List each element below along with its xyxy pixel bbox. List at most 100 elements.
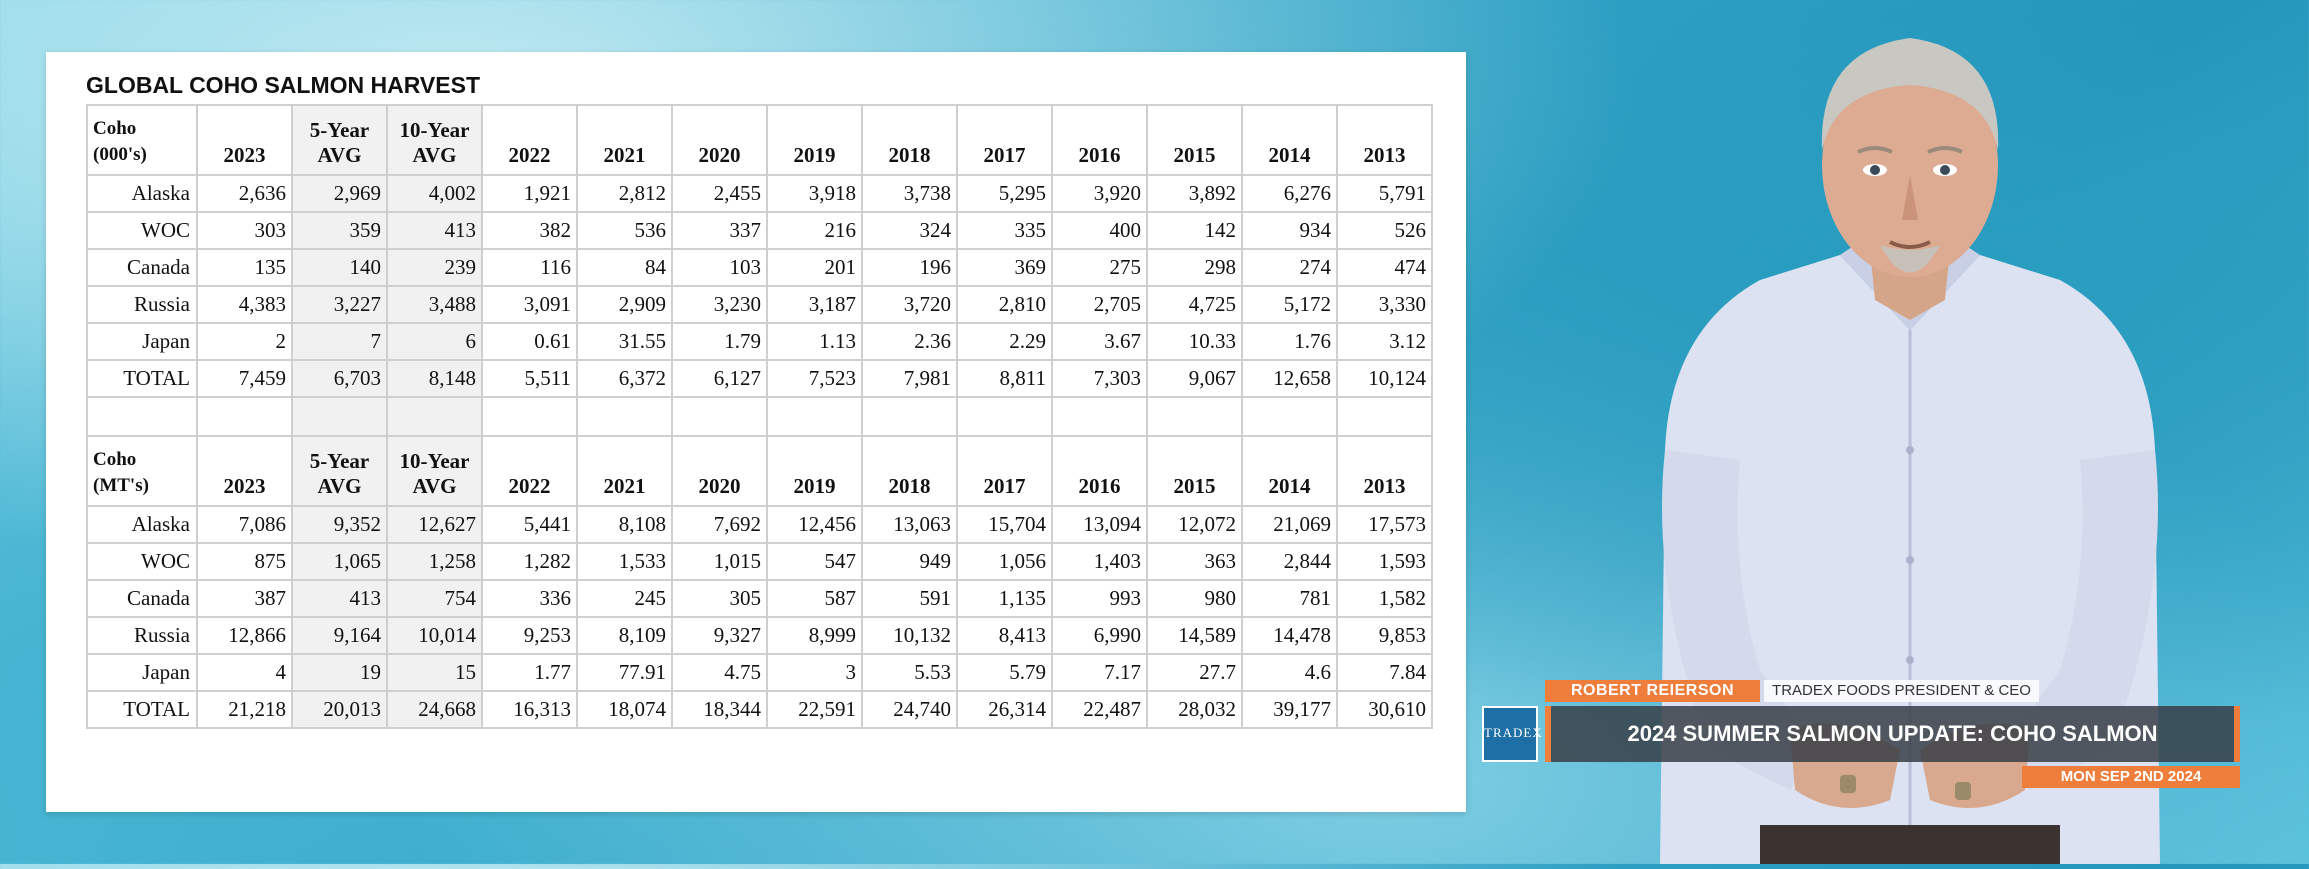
table-cell: 3.67 [1051,322,1148,361]
table-cell: 4.6 [1241,653,1338,692]
table-cell: 24,740 [861,690,958,729]
logo-text: TRADEX [1484,725,1543,740]
harvest-table-panel: GLOBAL COHO SALMON HARVEST Coho (000's) 20… [46,52,1466,812]
table-row: TOTAL 21,218 20,013 24,668 16,313 18,074 18,34… [86,690,1433,729]
column-header-line2: 2018 [888,143,931,167]
table-cell: 103 [671,248,768,287]
column-header-line2: 2017 [983,143,1026,167]
table-cell: 19 [291,653,388,692]
table-cell: 14,478 [1241,616,1338,655]
table-cell: 239 [386,248,483,287]
table-cell: 5,511 [481,359,578,398]
table-cell: 9,067 [1146,359,1243,398]
table-cell: 27.7 [1146,653,1243,692]
column-header: 2015 [1146,435,1243,507]
column-header-line2: 2016 [1078,143,1121,167]
table-cell: 12,627 [386,505,483,544]
column-header-line2: 2023 [223,143,266,167]
column-header-line2: 2014 [1268,474,1311,498]
column-header: 2015 [1146,104,1243,176]
table-row: Canada 387 413 754 336 245 305 587 591 1,135 993 98… [86,579,1433,618]
table-cell: 3,227 [291,285,388,324]
table-cell: 2.36 [861,322,958,361]
coho-harvest-table: Coho (000's) 2023 5-Year AVG 10-Year AVG 2022 20… [86,104,1433,729]
spacer-cell [1051,396,1148,437]
column-header-line2: 2017 [983,474,1026,498]
table-cell: 2,705 [1051,285,1148,324]
column-header: 2016 [1051,435,1148,507]
table-cell: 2,810 [956,285,1053,324]
table-cell: 9,253 [481,616,578,655]
table-cell: 4,725 [1146,285,1243,324]
spacer-cell [386,396,483,437]
table-cell: 10.33 [1146,322,1243,361]
table-cell: 10,132 [861,616,958,655]
table-cell: 7,086 [196,505,293,544]
table-cell: 10,014 [386,616,483,655]
table-cell: 3,488 [386,285,483,324]
table-cell: 28,032 [1146,690,1243,729]
table-cell: 6 [386,322,483,361]
spacer-row [86,396,1433,437]
table-cell: 142 [1146,211,1243,250]
presenter-role: TRADEX FOODS PRESIDENT & CEO [1764,680,2039,702]
table-cell: 24,668 [386,690,483,729]
table-cell: 5.53 [861,653,958,692]
column-header: 10-Year AVG [386,104,483,176]
table-cell: 6,127 [671,359,768,398]
column-header: 2018 [861,435,958,507]
table-cell: 3,091 [481,285,578,324]
table-cell: 20,013 [291,690,388,729]
spacer-cell [1336,396,1433,437]
table-cell: 1,258 [386,542,483,581]
table-cell: 7,303 [1051,359,1148,398]
column-header-line2: 2020 [698,143,741,167]
row-label: WOC [86,211,198,250]
column-header-line2: AVG [317,474,362,498]
table-cell: 1,593 [1336,542,1433,581]
table-cell: 993 [1051,579,1148,618]
unit-header: Coho (000's) [86,104,198,176]
column-header: 2020 [671,435,768,507]
table-cell: 12,456 [766,505,863,544]
table-cell: 1,135 [956,579,1053,618]
column-header-line2: 2013 [1363,474,1406,498]
column-header-line2: 2016 [1078,474,1121,498]
table-cell: 8,108 [576,505,673,544]
column-header: 2021 [576,104,673,176]
table-cell: 8,999 [766,616,863,655]
table-cell: 305 [671,579,768,618]
table-cell: 14,589 [1146,616,1243,655]
row-label: Japan [86,322,198,361]
table-row: Japan 2 7 6 0.61 31.55 1.79 1.13 2.36 2.29 3.67 10.… [86,322,1433,361]
table-cell: 336 [481,579,578,618]
table-cell: 413 [386,211,483,250]
row-label: TOTAL [86,690,198,729]
column-header-line2: 2020 [698,474,741,498]
row-label: Canada [86,579,198,618]
column-header-line2: 2021 [603,143,646,167]
table-cell: 303 [196,211,293,250]
table-cell: 1,015 [671,542,768,581]
table-cell: 140 [291,248,388,287]
column-header: 5-Year AVG [291,104,388,176]
row-label: Alaska [86,505,198,544]
table-cell: 21,218 [196,690,293,729]
table-cell: 6,990 [1051,616,1148,655]
table-row: Russia 4,383 3,227 3,488 3,091 2,909 3,230 3,18… [86,285,1433,324]
row-label: Russia [86,616,198,655]
table-cell: 8,148 [386,359,483,398]
column-header: 2017 [956,104,1053,176]
table-cell: 2,909 [576,285,673,324]
table-cell: 337 [671,211,768,250]
column-header-line2: 2014 [1268,143,1311,167]
column-header-line1: 10-Year [399,118,470,142]
spacer-cell [1146,396,1243,437]
spacer-cell [481,396,578,437]
table-cell: 949 [861,542,958,581]
table-cell: 3 [766,653,863,692]
table-cell: 754 [386,579,483,618]
table-cell: 2 [196,322,293,361]
headline-bar: 2024 SUMMER SALMON UPDATE: COHO SALMON [1545,706,2240,762]
table-cell: 5,441 [481,505,578,544]
